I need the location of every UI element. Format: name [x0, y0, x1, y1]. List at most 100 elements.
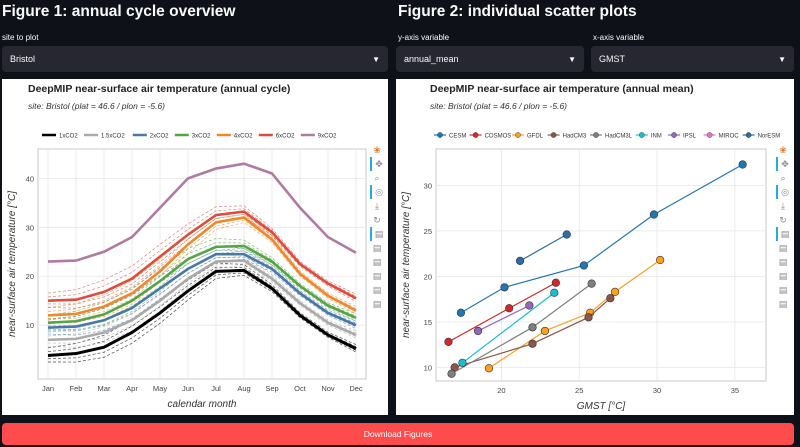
y-tick-label: 30 — [424, 181, 432, 190]
point-COSMOS — [505, 304, 514, 313]
hover-icon[interactable]: ▤ — [372, 242, 382, 253]
x-axis-select-label: x-axis variable — [593, 33, 645, 42]
y-axis-select[interactable]: annual_mean ▼ — [396, 46, 584, 72]
series-model-line — [47, 211, 357, 309]
x-tick-label: Jul — [211, 384, 221, 393]
point-GFDL — [610, 287, 620, 296]
bokeh-logo-icon[interactable]: ❀ — [373, 144, 381, 155]
legend-label: 2xCO2 — [150, 134, 169, 140]
series-model-line — [47, 272, 357, 360]
point-INM — [550, 288, 559, 297]
annual-cycle-panel: DeepMIP near-surface air temperature (an… — [2, 79, 388, 415]
y-tick-label: 25 — [424, 227, 432, 236]
legend-label: 6xCO2 — [276, 134, 295, 140]
series-line-2xCO2 — [47, 252, 357, 329]
download-figures-button[interactable]: Download Figures — [2, 423, 794, 445]
legend-label: HadCM3L — [605, 134, 633, 140]
hover-icon[interactable]: ▤ — [370, 227, 386, 241]
hover-icon[interactable]: ▤ — [372, 298, 382, 309]
legend-label: 4xCO2 — [234, 134, 253, 140]
point-INM — [458, 358, 467, 367]
hover-icon[interactable]: ▤ — [778, 298, 788, 309]
x-tick-label: 35 — [731, 386, 739, 395]
y-tick-label: 20 — [424, 272, 432, 281]
x-tick-label: Aug — [237, 384, 250, 393]
series-model-line — [47, 274, 357, 363]
hover-icon[interactable]: ▤ — [778, 256, 788, 267]
legend-marker — [671, 132, 677, 138]
y-axis-select-value: annual_mean — [404, 54, 459, 64]
chevron-down-icon: ▼ — [778, 55, 786, 64]
legend-label: IPSL — [683, 134, 697, 140]
point-HadCM3 — [584, 313, 593, 322]
x-tick-label: Apr — [126, 384, 138, 393]
y-axis-select-label: y-axis variable — [398, 33, 450, 42]
x-tick-label: 20 — [497, 386, 505, 395]
y-tick-label: 20 — [26, 272, 34, 281]
point-NorESM — [515, 256, 525, 266]
pan-icon[interactable]: ✥ — [370, 157, 386, 171]
save-icon[interactable]: ⤓ — [781, 200, 785, 211]
point-CESM — [738, 160, 747, 169]
legend-label: MIROC — [719, 134, 740, 140]
legend-label: GFDL — [527, 134, 544, 140]
x-axis-select-value: GMST — [599, 54, 625, 64]
point-CESM — [579, 261, 588, 270]
site-select[interactable]: Bristol ▼ — [2, 46, 388, 72]
wheel-zoom-icon[interactable]: ◎ — [776, 185, 792, 199]
hover-icon[interactable]: ▤ — [372, 256, 382, 267]
legend-label: COSMOS — [485, 134, 512, 140]
x-tick-label: Jun — [182, 384, 194, 393]
hover-icon[interactable]: ▤ — [776, 227, 792, 241]
scatter-panel: DeepMIP near-surface air temperature (an… — [396, 79, 794, 415]
figure1-title: Figure 1: annual cycle overview — [2, 3, 236, 20]
scatter-chart: CESM COSMOS GFDL HadCM3 HadCM3L INM IPSL MIROC N… — [401, 132, 780, 412]
hover-icon[interactable]: ▤ — [778, 284, 788, 295]
x-tick-label: Nov — [321, 384, 335, 393]
point-IPSL — [473, 326, 483, 336]
figure2-title: Figure 2: individual scatter plots — [398, 3, 637, 20]
legend-marker — [472, 132, 479, 138]
point-HadCM3L — [587, 279, 596, 288]
reset-icon[interactable]: ↻ — [373, 214, 381, 225]
hover-icon[interactable]: ▤ — [372, 270, 382, 281]
x-axis-select[interactable]: GMST ▼ — [591, 46, 794, 72]
hover-icon[interactable]: ▤ — [778, 270, 788, 281]
legend-label: INM — [651, 134, 662, 140]
y-tick-label: 10 — [424, 363, 432, 372]
figure2-column: Figure 2: individual scatter plots — [396, 0, 794, 27]
hover-icon[interactable]: ▤ — [372, 284, 382, 295]
point-HadCM3 — [528, 339, 537, 348]
y-tick-label: 30 — [26, 223, 34, 232]
save-icon[interactable]: ⤓ — [375, 200, 379, 211]
zoom-icon[interactable]: ⌕ — [374, 172, 380, 183]
wheel-zoom-icon[interactable]: ◎ — [370, 185, 386, 199]
site-select-label: site to plot — [2, 33, 39, 42]
legend-label: 1.5xCO2 — [101, 134, 125, 140]
legend-marker — [515, 132, 521, 138]
scatter-plot-title: DeepMIP near-surface air temperature (an… — [430, 83, 694, 95]
hover-icon[interactable]: ▤ — [778, 242, 788, 253]
x-tick-label: Sep — [265, 384, 278, 393]
point-CESM — [500, 283, 509, 292]
bokeh-logo-icon[interactable]: ❀ — [779, 144, 787, 155]
plot-frame — [435, 148, 767, 382]
legend-label: 9xCO2 — [318, 134, 337, 140]
scatter-plot-subtitle: site: Bristol (plat = 46.6 / plon = -5.6… — [430, 101, 568, 111]
series-line-9xCO2 — [47, 162, 357, 263]
legend-label: CESM — [449, 134, 466, 140]
point-COSMOS — [444, 337, 453, 346]
series-model-line — [47, 257, 357, 337]
point-COSMOS — [551, 278, 560, 287]
zoom-icon[interactable]: ⌕ — [780, 172, 786, 183]
reset-icon[interactable]: ↻ — [779, 214, 787, 225]
pan-icon[interactable]: ✥ — [776, 157, 792, 171]
site-select-value: Bristol — [10, 54, 36, 64]
series-line-3xCO2 — [47, 244, 357, 325]
series-model-line — [47, 250, 357, 331]
chevron-down-icon: ▼ — [568, 55, 576, 64]
x-tick-label: 30 — [653, 386, 661, 395]
annual-cycle-chart: 1xCO2 1.5xCO2 2xCO2 3xCO2 4xCO2 6xCO2 9xCO2 10 2… — [7, 134, 367, 410]
series-line-HadCM3 — [454, 297, 611, 368]
legend-label: 1xCO2 — [59, 134, 78, 140]
